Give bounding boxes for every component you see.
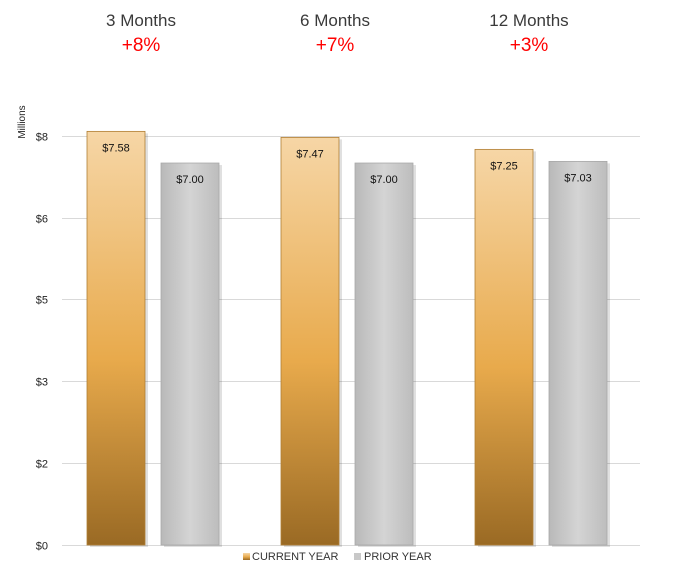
gridlines xyxy=(62,136,640,546)
period-change: +8% xyxy=(122,35,161,56)
data-label: $7.00 xyxy=(370,174,398,186)
y-tick-label: $3 xyxy=(36,377,48,389)
y-axis-ticks: $0 $2 $3 $5 $6 $8 xyxy=(36,132,48,553)
period-label: 3 Months xyxy=(106,11,176,30)
data-label: $7.47 xyxy=(296,148,324,160)
data-label: $7.25 xyxy=(490,160,518,172)
legend-swatch-prior-year xyxy=(354,553,361,560)
y-axis-title: Millions xyxy=(17,105,28,138)
y-tick-label: $6 xyxy=(36,214,48,226)
bar-prior-year xyxy=(548,160,608,546)
y-tick-label: $2 xyxy=(36,459,48,471)
legend: CURRENT YEAR PRIOR YEAR xyxy=(243,551,432,563)
bar-prior-year xyxy=(160,162,220,546)
period-headers: 3 Months +8% 6 Months +7% 12 Months +3% xyxy=(106,11,569,56)
legend-label-prior-year: PRIOR YEAR xyxy=(364,551,432,563)
bar-prior-year xyxy=(354,162,414,546)
y-tick-label: $0 xyxy=(36,541,48,553)
period-change: +7% xyxy=(316,35,355,56)
y-tick-label: $5 xyxy=(36,295,48,307)
data-labels: $7.58 $7.00 $7.47 $7.00 $7.25 $7.03 xyxy=(102,142,592,186)
period-change: +3% xyxy=(510,35,549,56)
y-tick-label: $8 xyxy=(36,132,48,144)
legend-swatch-current-year xyxy=(243,553,250,560)
legend-label-current-year: CURRENT YEAR xyxy=(252,551,338,563)
data-label: $7.58 xyxy=(102,142,130,154)
data-label: $7.00 xyxy=(176,174,204,186)
bar-current-year xyxy=(86,130,146,546)
bar-current-year xyxy=(280,136,340,546)
data-label: $7.03 xyxy=(564,172,592,184)
bars xyxy=(86,130,610,548)
period-label: 6 Months xyxy=(300,11,370,30)
bar-current-year xyxy=(474,148,534,546)
period-label: 12 Months xyxy=(489,11,568,30)
